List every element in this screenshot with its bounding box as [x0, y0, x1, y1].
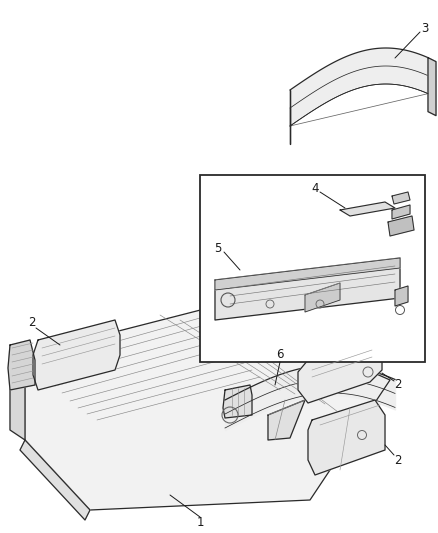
Text: 5: 5: [214, 241, 222, 254]
Polygon shape: [395, 286, 408, 306]
Text: 4: 4: [311, 182, 319, 195]
Polygon shape: [215, 258, 400, 290]
Polygon shape: [215, 258, 400, 320]
Polygon shape: [298, 340, 382, 403]
Polygon shape: [305, 283, 340, 312]
Polygon shape: [388, 216, 414, 236]
Polygon shape: [340, 202, 395, 216]
Text: 2: 2: [394, 378, 402, 392]
Text: 6: 6: [276, 349, 284, 361]
Polygon shape: [33, 320, 120, 390]
Polygon shape: [428, 58, 436, 116]
Bar: [200, 175, 425, 362]
Text: 1: 1: [196, 515, 204, 529]
Text: 2: 2: [394, 454, 402, 466]
Polygon shape: [392, 205, 410, 219]
Text: 3: 3: [421, 21, 429, 35]
Polygon shape: [223, 385, 252, 418]
Polygon shape: [268, 400, 305, 440]
Polygon shape: [25, 305, 390, 510]
Text: 2: 2: [28, 316, 36, 328]
Polygon shape: [392, 192, 410, 204]
Polygon shape: [10, 345, 25, 440]
Polygon shape: [8, 340, 35, 390]
Polygon shape: [20, 440, 90, 520]
Polygon shape: [308, 400, 385, 475]
